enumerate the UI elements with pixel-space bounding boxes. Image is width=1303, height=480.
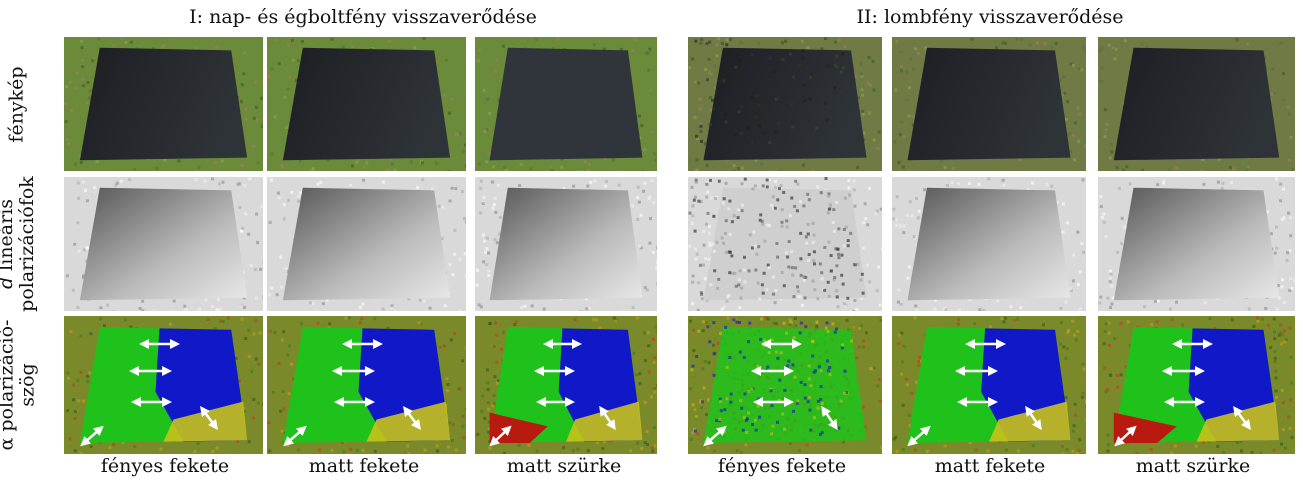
board-surface bbox=[79, 47, 248, 161]
panel-aop-3 bbox=[475, 316, 657, 454]
aop-symbol: α bbox=[0, 438, 17, 451]
col-label-5: matt fekete bbox=[934, 455, 1046, 477]
panel-aop-1 bbox=[64, 316, 263, 454]
dop-symbol: d bbox=[0, 277, 17, 289]
panel-aop-6 bbox=[1098, 316, 1295, 454]
row-label-photo-text: fénykép bbox=[5, 65, 28, 143]
panel-photo-1 bbox=[64, 37, 263, 171]
row-label-photo: fénykép bbox=[0, 37, 34, 171]
dop-line2: polarizációfok bbox=[16, 176, 38, 312]
col-label-2: matt fekete bbox=[308, 455, 420, 477]
panel-photo-3 bbox=[475, 37, 657, 171]
board-surface bbox=[282, 47, 451, 161]
row-label-dop: d lineáris polarizációfok bbox=[0, 176, 38, 312]
col-label-6: matt szürke bbox=[1135, 455, 1251, 477]
panel-aop-5 bbox=[892, 316, 1086, 454]
panel-photo-5 bbox=[892, 37, 1086, 171]
board-surface bbox=[79, 187, 248, 301]
panel-dop-5 bbox=[892, 177, 1086, 311]
panel-photo-4 bbox=[688, 37, 882, 171]
row-label-aop: α polarizáció- szög bbox=[0, 316, 38, 454]
panel-dop-4 bbox=[688, 177, 882, 311]
board-surface bbox=[489, 187, 643, 301]
board-surface bbox=[282, 187, 451, 301]
group-title-1: I: nap- és égboltfény visszaverődése bbox=[189, 6, 537, 28]
group-title-2: II: lombfény visszaverődése bbox=[856, 6, 1124, 28]
panel-photo-6 bbox=[1098, 37, 1295, 171]
panel-dop-2 bbox=[267, 177, 466, 311]
panel-aop-2 bbox=[267, 316, 466, 454]
board-surface bbox=[489, 47, 643, 161]
board-surface bbox=[1113, 47, 1280, 161]
col-label-4: fényes fekete bbox=[717, 455, 847, 477]
aop-line2: szög bbox=[16, 363, 39, 407]
col-label-3: matt szürke bbox=[506, 455, 622, 477]
panel-dop-3 bbox=[475, 177, 657, 311]
board-surface bbox=[703, 47, 867, 161]
panel-aop-4 bbox=[688, 316, 882, 454]
board-surface bbox=[907, 47, 1071, 161]
board-surface bbox=[907, 187, 1071, 301]
col-label-1: fényes fekete bbox=[100, 455, 230, 477]
board-surface bbox=[1113, 187, 1280, 301]
panel-dop-1 bbox=[64, 177, 263, 311]
panel-dop-6 bbox=[1098, 177, 1295, 311]
panel-photo-2 bbox=[267, 37, 466, 171]
dop-line1: lineáris bbox=[0, 198, 17, 271]
aop-line1: polarizáció- bbox=[0, 319, 18, 432]
